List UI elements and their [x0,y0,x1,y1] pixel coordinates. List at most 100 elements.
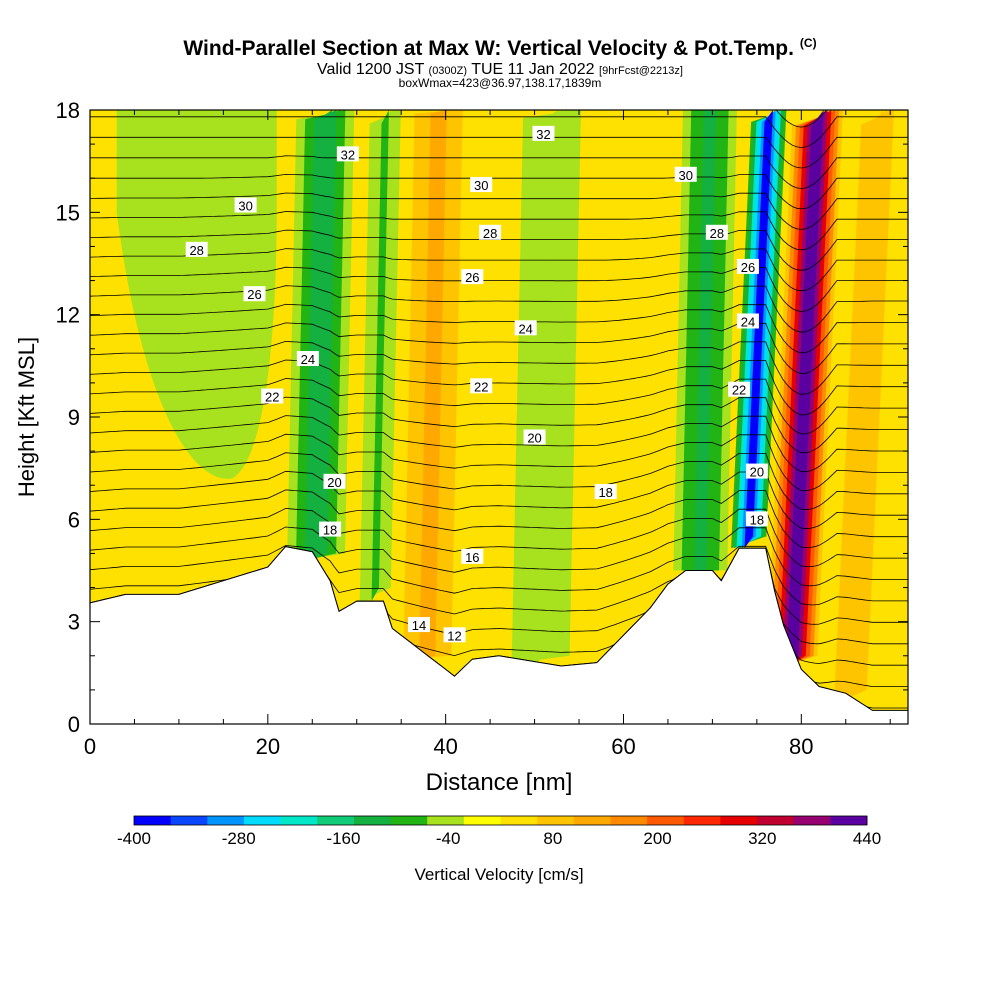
colorbar: -400 -280 -160 -40 80 200 320 440 Vertical Veloc… [117,815,881,884]
theta-contour-label: 18 [745,511,768,527]
contour-label-bg [479,224,502,240]
y-tick-label: 18 [56,98,80,123]
theta-contour-line [90,507,908,567]
contour-label-text: 24 [301,352,315,367]
contour-label-bg [736,313,759,329]
theta-contour-label: 18 [594,484,617,500]
contour-label-bg [514,320,537,336]
theta-contour-line [90,396,908,454]
colorbar-swatch [683,816,721,825]
velocity-band-level [533,110,559,664]
contour-label-text: 22 [732,383,746,398]
theta-contour-label: 30 [234,197,257,214]
contour-label-text: 20 [327,475,341,490]
colorbar-swatch [537,816,575,825]
contour-label-bg [296,351,319,367]
contour-label-bg [234,197,257,213]
contour-label-bg [736,258,759,274]
colorbar-tick-label: -40 [436,829,461,848]
contour-label-text: 32 [341,147,355,162]
contour-label-text: 30 [474,178,488,193]
contour-label-text: 20 [527,430,541,445]
colorbar-swatch [427,816,465,825]
colorbar-label: Vertical Velocity [cm/s] [414,865,583,884]
contour-label-bg [185,241,208,257]
theta-contour-label: 18 [319,521,342,538]
contour-label-text: 14 [412,618,426,633]
contour-label-text: 22 [265,390,279,405]
contour-label-text: 26 [465,270,479,285]
theta-contour-line [90,303,908,354]
theta-contour-line [90,266,908,312]
y-tick-label: 0 [68,712,80,737]
velocity-band [392,110,474,660]
y-tick-label: 3 [68,610,80,635]
colorbar-swatch [134,816,172,825]
theta-contour-line [90,192,908,230]
colorbar-swatch [243,816,282,825]
contour-label-bg [523,429,546,445]
theta-contour-line [90,136,908,169]
contour-label-bg [443,627,466,643]
contour-label-text: 16 [465,550,479,565]
contour-label-text: 28 [189,243,203,258]
colorbar-swatch [353,816,392,825]
colorbar-tick-label: -280 [222,829,256,848]
theta-contour-label: 22 [470,378,493,394]
terrain-profile [90,546,908,724]
x-tick-label: 0 [84,734,96,759]
theta-contour-label: 28 [185,241,208,258]
theta-contour-label: 32 [532,125,555,142]
velocity-band-level [371,110,389,602]
y-tick-label: 6 [68,507,80,532]
theta-contour-line [90,470,908,530]
theta-contours [90,110,908,709]
theta-contour-line [90,359,908,416]
contour-label-text: 30 [678,168,692,183]
chart-title-text: Wind-Parallel Section at Max W: Vertical… [183,37,794,60]
contour-label-text: 18 [323,523,337,538]
theta-contour-label: 32 [336,146,359,162]
contour-label-text: 26 [247,287,261,302]
contour-label-bg [532,125,555,141]
colorbar-tick-label: 320 [748,829,776,848]
contour-label-bg [470,378,493,394]
colorbar-swatch [830,816,868,825]
velocity-band-level [744,110,773,549]
theta-contour-line [90,526,908,587]
colorbar-swatch [170,816,208,825]
colorbar-tick-label: 200 [643,829,671,848]
theta-contour-label: 28 [705,224,728,241]
theta-contour-line [90,452,908,511]
colorbar-swatch [757,816,795,825]
theta-contour-label: 22 [261,388,284,405]
forecast-info: [9hrFcst@2213z] [599,65,683,77]
contour-label-bg [745,511,768,527]
velocity-band [511,110,581,664]
x-tick-label: 20 [256,734,280,759]
contour-label-text: 20 [750,465,764,480]
chart-title: Wind-Parallel Section at Max W: Vertical… [0,36,1000,61]
colorbar-swatch [647,816,685,825]
contour-label-bg [745,463,768,479]
contour-label-text: 12 [447,628,461,643]
valid-date: TUE 11 Jan 2022 [471,61,595,78]
x-tick-label: 80 [789,734,813,759]
contour-label-bg [594,484,617,500]
theta-contour-label: 30 [470,177,493,193]
colorbar-tick-label: -160 [326,829,360,848]
theta-contour-line [90,116,908,148]
contour-label-bg [319,521,342,537]
plot-area: 12 14 16 18 18 18 20 20 20 22 22 22 24 24 24 26 26 26 28 28… [90,110,908,724]
colorbar-swatch [207,816,245,825]
theta-contour-label: 28 [479,224,502,241]
theta-contour-label: 20 [745,463,768,480]
contour-label-bg [243,286,266,302]
velocity-band [766,110,843,672]
colorbar-swatch [573,816,611,825]
theta-contour-label: 24 [296,351,319,367]
y-tick-label: 12 [56,303,80,328]
contour-label-bg [261,388,284,404]
velocity-band [287,110,355,563]
